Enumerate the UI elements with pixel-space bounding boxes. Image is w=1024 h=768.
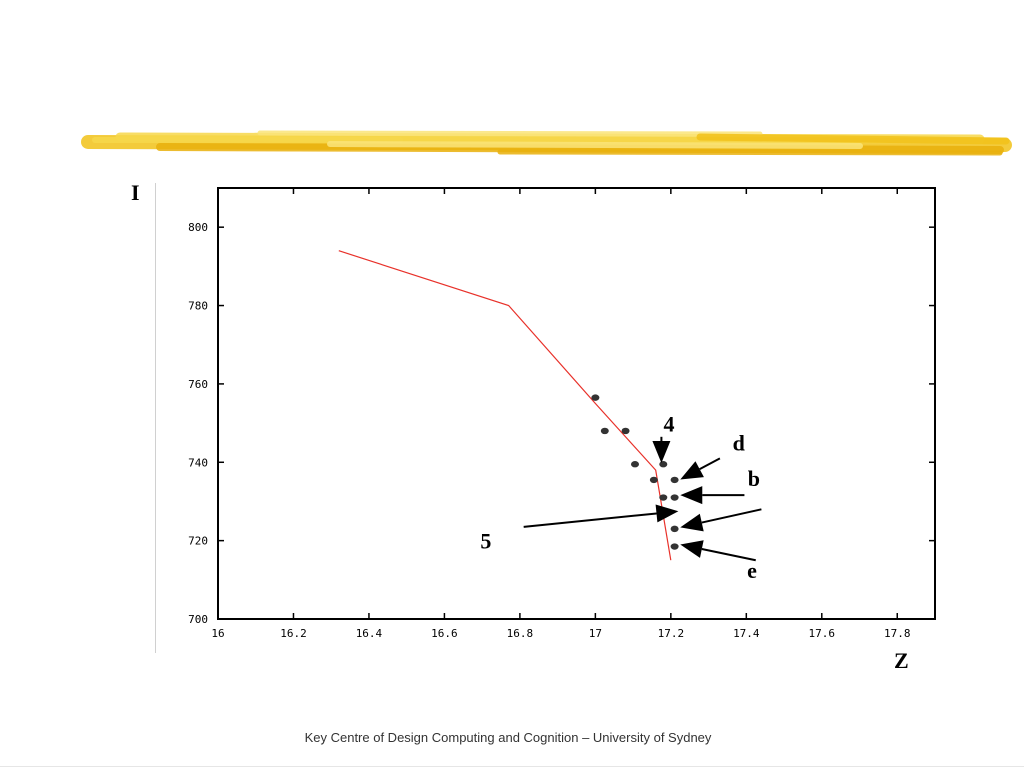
brush-streak — [327, 141, 863, 149]
x-tick-label: 17.4 — [733, 627, 760, 640]
line-series — [338, 250, 672, 561]
annotation-arrow-shaft — [523, 512, 657, 528]
annotation-label: b — [748, 466, 760, 491]
annotation-arrow-head — [652, 441, 671, 464]
data-point — [670, 494, 679, 501]
annotation-label: e — [747, 558, 757, 583]
x-tick-label: 16.8 — [507, 627, 534, 640]
annotation-label: 4 — [663, 412, 674, 437]
data-point — [659, 494, 668, 501]
brush-streak — [497, 149, 1003, 156]
annotation-arrow-shaft — [699, 457, 721, 471]
y-tick-label: 760 — [188, 378, 208, 391]
x-tick-label: 16.6 — [431, 627, 458, 640]
y-tick-label: 700 — [188, 613, 208, 626]
bottom-divider-line — [0, 766, 1024, 767]
data-point — [659, 461, 668, 468]
data-point — [670, 543, 679, 550]
annotation-arrow-shaft — [701, 548, 756, 562]
x-tick-label: 17 — [589, 627, 602, 640]
left-divider-line — [155, 183, 156, 653]
data-point — [670, 525, 679, 533]
x-tick-label: 16.4 — [356, 627, 383, 640]
footer-text: Key Centre of Design Computing and Cogni… — [304, 730, 712, 745]
data-point — [670, 476, 679, 484]
annotation-arrow-shaft — [701, 508, 762, 524]
y-tick-label: 780 — [188, 300, 208, 313]
brush-streak — [696, 133, 1010, 145]
x-tick-label: 17.2 — [658, 627, 685, 640]
y-axis-letter: I — [131, 180, 140, 205]
x-axis-letter: Z — [894, 648, 909, 673]
annotation-arrow-head — [680, 513, 704, 532]
series-line — [338, 250, 672, 561]
data-point — [600, 427, 609, 435]
x-tick-label: 17.8 — [884, 627, 911, 640]
plot-frame — [217, 187, 936, 620]
annotation-label: 5 — [480, 528, 491, 553]
yellow-brush-stroke-decoration — [81, 130, 1012, 156]
brush-streak — [257, 130, 763, 137]
y-tick-label: 720 — [188, 535, 208, 548]
annotation-label: d — [733, 431, 745, 456]
data-point — [621, 427, 630, 435]
annotation-arrow-head — [655, 504, 679, 523]
data-point — [649, 476, 658, 484]
brush-streak — [156, 143, 1004, 154]
axis-ticks: 16 16.2 16.4 16.6 16.8 17 17.2 17.4 17.6 17.8 700 7… — [188, 188, 935, 640]
y-tick-label: 740 — [188, 456, 208, 469]
chart: 16 16.2 16.4 16.6 16.8 17 17.2 17.4 17.6 17.8 700 7… — [188, 187, 936, 640]
scatter-series — [591, 394, 679, 550]
annotation-arrow-head — [680, 540, 704, 558]
y-tick-label: 800 — [188, 221, 208, 234]
data-point — [591, 394, 600, 401]
data-point — [630, 461, 639, 468]
annotations: 4 db 5 e — [480, 412, 762, 583]
x-tick-label: 16 — [211, 627, 224, 640]
x-tick-label: 17.6 — [809, 627, 836, 640]
annotation-arrow-head — [680, 461, 704, 480]
x-tick-label: 16.2 — [280, 627, 307, 640]
annotation-arrow-head — [680, 486, 703, 505]
